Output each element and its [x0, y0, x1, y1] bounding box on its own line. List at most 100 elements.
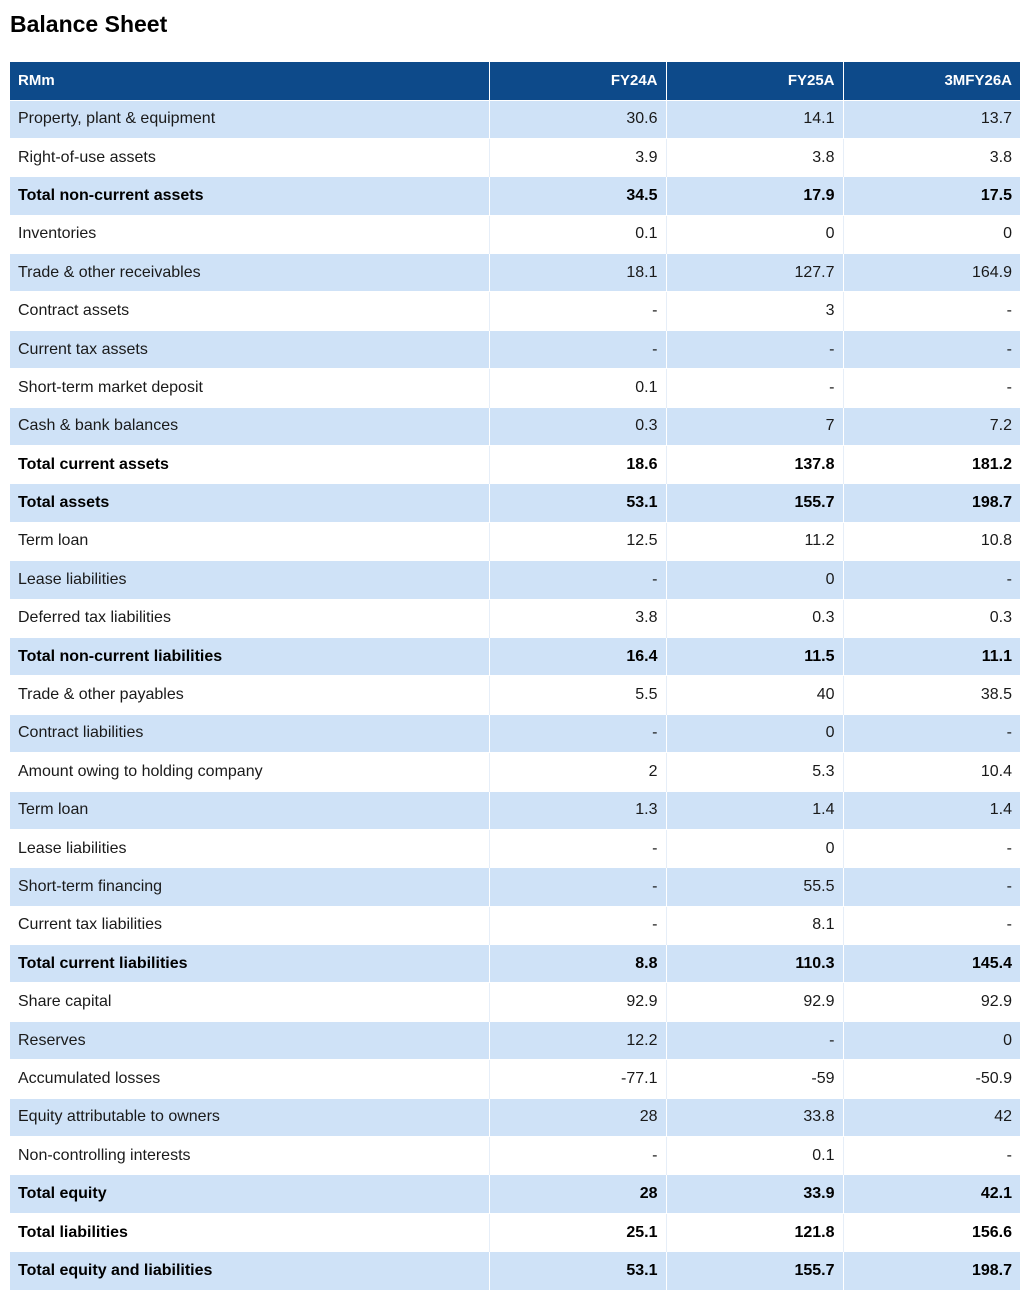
fy25a-value: 0 [666, 829, 844, 868]
3mfy26a-value: 181.2 [843, 445, 1020, 484]
fy25a-value: 137.8 [666, 445, 844, 484]
fy24a-value: - [489, 1136, 667, 1175]
3mfy26a-value: - [843, 867, 1020, 907]
fy24a-value: 2 [489, 752, 667, 792]
table-body: Property, plant & equipment 30.6 14.1 13.7 R… [10, 99, 1020, 1291]
table-row: Lease liabilities -0- [10, 560, 1020, 600]
row-label: Contract liabilities [10, 713, 490, 754]
row-label: Term loan [10, 790, 490, 830]
table-total-row: Total non-current assets 34.5 17.9 17.5 [10, 176, 1020, 216]
row-label: Current tax liabilities [10, 906, 490, 945]
row-label: Deferred tax liabilities [10, 599, 490, 638]
fy25a-value: - [666, 368, 844, 408]
table-row: Trade & other receivables 18.1 127.7 164.9 [10, 253, 1020, 293]
row-label: Lease liabilities [10, 829, 490, 868]
table-row: Cash & bank balances 0.3 7 7.2 [10, 406, 1020, 447]
table-row: Property, plant & equipment 30.6 14.1 13.7 [10, 99, 1020, 139]
table-total-row: Total non-current liabilities 16.4 11.5 11.… [10, 636, 1020, 677]
fy25a-value: 0 [666, 713, 844, 754]
table-total-row: Total liabilities 25.1 121.8 156.6 [10, 1213, 1020, 1252]
table-row: Amount owing to holding company 2 5.3 10.4 [10, 752, 1020, 792]
fy25a-value: 155.7 [666, 483, 844, 523]
3mfy26a-value: 198.7 [843, 483, 1020, 523]
row-label: Total equity [10, 1174, 490, 1214]
column-header-fy25a: FY25A [666, 62, 844, 101]
3mfy26a-value: 0 [843, 1020, 1020, 1061]
3mfy26a-value: 3.8 [843, 138, 1020, 177]
fy25a-value: 8.1 [666, 906, 844, 945]
3mfy26a-value: 1.4 [843, 790, 1020, 830]
table-header: RMm FY24A FY25A 3MFY26A [10, 62, 1020, 101]
row-label: Equity attributable to owners [10, 1097, 490, 1138]
fy25a-value: 40 [666, 675, 844, 715]
3mfy26a-value: 42.1 [843, 1174, 1020, 1214]
fy24a-value: - [489, 329, 667, 370]
fy25a-value: 55.5 [666, 867, 844, 907]
3mfy26a-value: 42 [843, 1097, 1020, 1138]
fy25a-value: - [666, 329, 844, 370]
table-row: Equity attributable to owners 28 33.8 42 [10, 1097, 1020, 1138]
fy25a-value: 121.8 [666, 1213, 844, 1252]
table-row: Right-of-use assets 3.9 3.8 3.8 [10, 138, 1020, 177]
table-row: Contract liabilities -0- [10, 713, 1020, 754]
table-row: Term loan 1.3 1.4 1.4 [10, 790, 1020, 830]
row-label: Amount owing to holding company [10, 752, 490, 792]
fy25a-value: 11.2 [666, 522, 844, 561]
fy24a-value: 16.4 [489, 636, 667, 677]
fy24a-value: 18.6 [489, 445, 667, 484]
row-label: Non-controlling interests [10, 1136, 490, 1175]
fy24a-value: 28 [489, 1097, 667, 1138]
3mfy26a-value: 11.1 [843, 636, 1020, 677]
fy24a-value: 8.8 [489, 944, 667, 984]
row-label: Short-term financing [10, 867, 490, 907]
table-row: Deferred tax liabilities 3.8 0.3 0.3 [10, 599, 1020, 638]
fy24a-value: 30.6 [489, 99, 667, 139]
table-total-row: Total equity and liabilities 53.1 155.7 198… [10, 1251, 1020, 1291]
3mfy26a-value: 0 [843, 215, 1020, 254]
fy24a-value: - [489, 829, 667, 868]
table-row: Share capital 92.9 92.9 92.9 [10, 982, 1020, 1022]
fy25a-value: 14.1 [666, 99, 844, 139]
fy25a-value: 0.1 [666, 1136, 844, 1175]
fy24a-value: 12.2 [489, 1020, 667, 1061]
row-label: Term loan [10, 522, 490, 561]
table-row: Short-term market deposit 0.1- - [10, 368, 1020, 408]
3mfy26a-value: 145.4 [843, 944, 1020, 984]
page-title: Balance Sheet [10, 11, 168, 37]
table-total-row: Total assets 53.1 155.7 198.7 [10, 483, 1020, 523]
fy25a-value: 155.7 [666, 1251, 844, 1291]
fy24a-value: - [489, 906, 667, 945]
table-row: Term loan 12.5 11.2 10.8 [10, 522, 1020, 561]
fy24a-value: 1.3 [489, 790, 667, 830]
fy24a-value: - [489, 560, 667, 600]
fy25a-value: 7 [666, 406, 844, 447]
row-label: Accumulated losses [10, 1059, 490, 1099]
3mfy26a-value: 7.2 [843, 406, 1020, 447]
table-row: Inventories 0.1 0 0 [10, 215, 1020, 254]
3mfy26a-value: - [843, 560, 1020, 600]
fy25a-value: 92.9 [666, 982, 844, 1022]
3mfy26a-value: - [843, 713, 1020, 754]
row-label: Total current assets [10, 445, 490, 484]
fy24a-value: 92.9 [489, 982, 667, 1022]
fy24a-value: 25.1 [489, 1213, 667, 1252]
row-label: Property, plant & equipment [10, 99, 490, 139]
table-row: Trade & other payables 5.5 40 38.5 [10, 675, 1020, 715]
row-label: Total liabilities [10, 1213, 490, 1252]
fy24a-value: -77.1 [489, 1059, 667, 1099]
table-row: Non-controlling interests -0.1- [10, 1136, 1020, 1175]
3mfy26a-value: - [843, 1136, 1020, 1175]
table-row: Current tax assets - - - [10, 329, 1020, 370]
fy24a-value: 0.3 [489, 406, 667, 447]
table-row: Accumulated losses -77.1 -59 -50.9 [10, 1059, 1020, 1099]
fy24a-value: - [489, 291, 667, 331]
fy24a-value: 3.8 [489, 599, 667, 638]
fy24a-value: - [489, 867, 667, 907]
3mfy26a-value: 10.4 [843, 752, 1020, 792]
row-label: Inventories [10, 215, 490, 254]
3mfy26a-value: 92.9 [843, 982, 1020, 1022]
3mfy26a-value: 198.7 [843, 1251, 1020, 1291]
fy25a-value: 110.3 [666, 944, 844, 984]
fy25a-value: 33.8 [666, 1097, 844, 1138]
fy25a-value: 3 [666, 291, 844, 331]
